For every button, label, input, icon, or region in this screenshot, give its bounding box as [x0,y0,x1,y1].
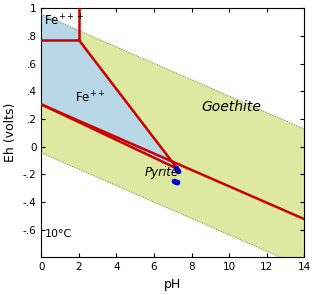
Y-axis label: Eh (volts): Eh (volts) [4,103,17,163]
Text: Fe$^{+++}$: Fe$^{+++}$ [44,13,85,29]
Text: Pyrite: Pyrite [145,166,179,179]
Polygon shape [41,14,304,258]
Text: Fe$^{++}$: Fe$^{++}$ [75,90,106,105]
Text: Goethite: Goethite [201,100,261,114]
Text: 10°C: 10°C [45,229,72,239]
X-axis label: pH: pH [164,278,181,291]
Polygon shape [41,14,177,169]
